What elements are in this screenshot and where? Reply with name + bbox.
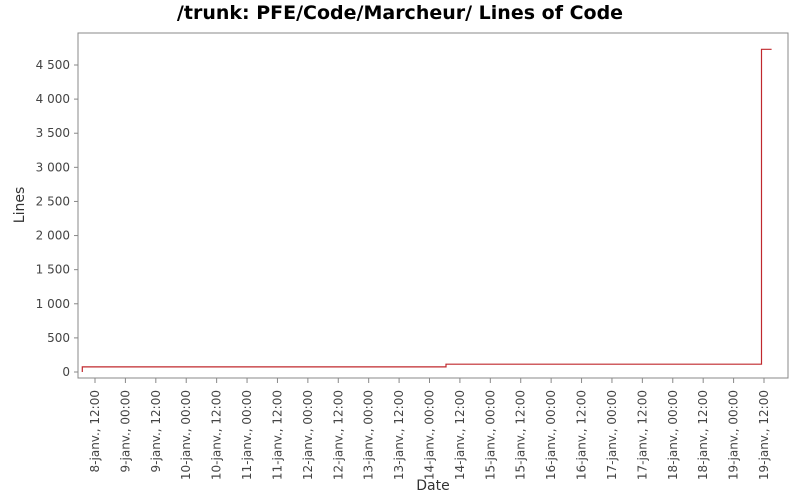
x-tick-label: 16-janv., 00:00 [544,390,558,480]
x-tick-label: 10-janv., 00:00 [179,390,193,480]
x-tick-label: 11-janv., 00:00 [240,390,254,480]
y-tick-label: 500 [47,331,70,345]
x-tick-label: 16-janv., 12:00 [575,390,589,480]
x-tick-label: 9-janv., 00:00 [118,390,132,472]
x-tick-label: 11-janv., 12:00 [270,390,284,480]
x-tick-label: 14-janv., 00:00 [423,390,437,480]
x-tick-label: 13-janv., 00:00 [362,390,376,480]
x-tick-label: 15-janv., 00:00 [483,390,497,480]
y-tick-label: 2 000 [36,229,70,243]
x-tick-label: 12-janv., 12:00 [331,390,345,480]
y-tick-label: 4 000 [36,92,70,106]
x-tick-label: 9-janv., 12:00 [149,390,163,472]
x-tick-label: 12-janv., 00:00 [301,390,315,480]
y-tick-label: 3 500 [36,126,70,140]
y-tick-label: 0 [62,365,70,379]
x-tick-label: 19-janv., 12:00 [757,390,771,480]
y-tick-label: 2 500 [36,194,70,208]
x-tick-label: 19-janv., 00:00 [727,390,741,480]
y-tick-label: 4 500 [36,58,70,72]
chart-title: /trunk: PFE/Code/Marcheur/ Lines of Code [176,2,624,24]
x-tick-label: 13-janv., 12:00 [392,390,406,480]
x-tick-label: 17-janv., 12:00 [635,390,649,480]
y-tick-label: 1 000 [36,297,70,311]
x-tick-label: 17-janv., 00:00 [605,390,619,480]
y-tick-label: 1 500 [36,263,70,277]
x-tick-label: 18-janv., 12:00 [696,390,710,480]
x-axis-label: Date [416,478,449,494]
y-axis-label: Lines [12,187,28,223]
x-tick-label: 18-janv., 00:00 [666,390,680,480]
x-tick-label: 8-janv., 12:00 [88,390,102,472]
x-tick-label: 14-janv., 12:00 [453,390,467,480]
y-tick-label: 3 000 [36,160,70,174]
plot-area [77,32,789,379]
x-tick-label: 15-janv., 12:00 [514,390,528,480]
x-tick-label: 10-janv., 12:00 [210,390,224,480]
series-line [81,48,772,372]
